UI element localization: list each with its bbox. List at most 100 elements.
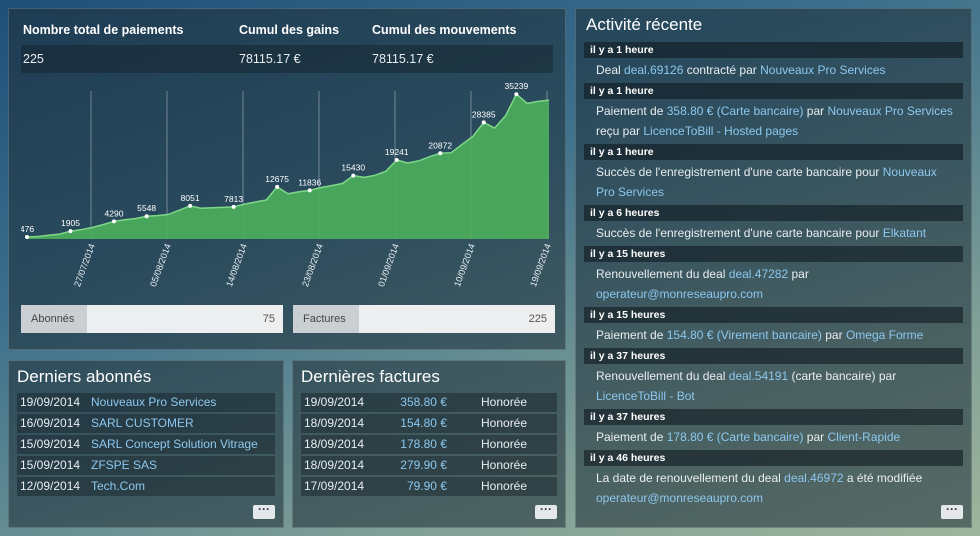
more-activity-button[interactable]: ··· (941, 503, 963, 519)
activity-link[interactable]: Nouveaux Pro Services (596, 165, 937, 199)
activity-text-fragment: Succès de l'enregistrement d'une carte b… (596, 165, 883, 179)
invoice-status: Honorée (481, 395, 528, 409)
activity-text-fragment: Paiement de (596, 328, 667, 342)
activity-link[interactable]: LicenceToBill - Hosted pages (643, 124, 799, 138)
invoice-row: 18/09/2014 154.80 € Honorée (301, 414, 557, 433)
chart-data-point (514, 92, 519, 97)
activity-text: Paiement de 358.80 € (Carte bancaire) pa… (584, 99, 963, 144)
activity-text-fragment: par (788, 267, 809, 281)
subscriber-date: 15/09/2014 (20, 458, 81, 472)
x-tick-label: 14/08/2014 (224, 242, 249, 288)
activity-link[interactable]: LicenceToBill - Bot (596, 389, 695, 403)
invoice-amount-link[interactable]: 154.80 € (400, 416, 447, 430)
subscriber-link[interactable]: SARL CUSTOMER (91, 416, 194, 430)
chart-data-label: 5548 (137, 203, 156, 213)
invoice-amount-link[interactable]: 358.80 € (400, 395, 447, 409)
payments-stats-panel: Nombre total de paiements Cumul des gain… (8, 8, 566, 350)
activity-link[interactable]: Omega Forme (845, 328, 924, 342)
activity-link[interactable]: Nouveaux Pro Services (827, 104, 953, 118)
invoice-date: 17/09/2014 (304, 479, 365, 493)
stats-header-row: Nombre total de paiements Cumul des gain… (21, 23, 553, 43)
subscriber-link[interactable]: Nouveaux Pro Services (91, 395, 217, 409)
subscribers-bar-value: 75 (87, 305, 283, 333)
chart-data-point (25, 235, 29, 240)
chart-data-label: 19241 (385, 147, 409, 157)
chart-data-point (481, 120, 486, 125)
latest-invoices-panel: Dernières factures 19/09/2014 358.80 € Hon… (292, 360, 566, 528)
more-subscribers-button[interactable]: ··· (253, 503, 275, 519)
invoice-row: 19/09/2014 358.80 € Honorée (301, 393, 557, 412)
activity-link[interactable]: Nouveaux Pro Services (760, 63, 886, 77)
subscriber-row: 15/09/2014 ZFSPE SAS (17, 456, 275, 475)
activity-text-fragment: Renouvellement du deal (596, 369, 729, 383)
activity-link[interactable]: deal.46972 (784, 471, 844, 485)
activity-text: Paiement de 154.80 € (Virement bancaire)… (584, 323, 963, 348)
chart-data-label: 4290 (105, 208, 124, 218)
chart-data-point (68, 229, 73, 234)
activity-text: La date de renouvellement du deal deal.4… (584, 466, 963, 511)
latest-subscribers-panel: Derniers abonnés 19/09/2014 Nouveaux Pro … (8, 360, 284, 528)
invoice-date: 18/09/2014 (304, 416, 365, 430)
activity-text-fragment: Renouvellement du deal (596, 267, 729, 281)
activity-text-fragment: (carte bancaire) par (788, 369, 897, 383)
chart-data-label: 1905 (61, 218, 80, 228)
chart-data-label: 12675 (265, 174, 289, 184)
activity-link[interactable]: deal.54191 (728, 369, 789, 383)
invoice-status: Honorée (481, 458, 528, 472)
x-tick-label: 05/08/2014 (148, 242, 173, 288)
invoice-date: 18/09/2014 (304, 437, 365, 451)
activity-link[interactable]: operateur@monreseaupro.com (596, 287, 763, 301)
activity-text-fragment: Deal (596, 63, 625, 77)
activity-link[interactable]: 178.80 € (Carte bancaire) (666, 430, 804, 444)
latest-invoices-list: 19/09/2014 358.80 € Honorée 18/09/2014 154.8… (301, 393, 557, 498)
chart-data-point (275, 184, 280, 189)
total-movements-value: 78115.17 € (372, 52, 434, 66)
activity-text-fragment: Succès de l'enregistrement d'une carte b… (596, 226, 883, 240)
subscriber-link[interactable]: SARL Concept Solution Vitrage (91, 437, 258, 451)
activity-link[interactable]: operateur@monreseaupro.com (596, 491, 763, 505)
subscribers-bar: Abonnés 75 (21, 305, 283, 333)
activity-text-fragment: par (821, 328, 846, 342)
chart-data-point (112, 219, 116, 224)
invoice-row: 18/09/2014 178.80 € Honorée (301, 435, 557, 454)
activity-text: Deal deal.69126 contracté par Nouveaux P… (584, 58, 963, 83)
invoice-amount-link[interactable]: 79.90 € (406, 479, 447, 493)
chart-data-label: 15430 (341, 163, 365, 173)
activity-text-fragment: Paiement de (596, 104, 667, 118)
activity-link[interactable]: 154.80 € (Virement bancaire) (666, 328, 822, 342)
activity-text-fragment: La date de renouvellement du deal (596, 471, 785, 485)
chart-data-point (144, 214, 149, 219)
total-earnings-value: 78115.17 € (239, 52, 301, 66)
activity-text: Renouvellement du deal deal.47282 par op… (584, 262, 963, 307)
chart-data-point (438, 151, 443, 156)
recent-activity-title: Activité récente (586, 15, 703, 34)
activity-time: il y a 46 heures (584, 450, 963, 466)
activity-text-fragment: contracté par (683, 63, 761, 77)
activity-time: il y a 37 heures (584, 348, 963, 364)
x-tick-label: 23/08/2014 (300, 242, 325, 288)
activity-text-fragment: a été modifiée (843, 471, 923, 485)
chart-data-label: 7813 (224, 194, 243, 204)
invoice-date: 18/09/2014 (304, 458, 365, 472)
more-invoices-button[interactable]: ··· (535, 503, 557, 519)
subscriber-link[interactable]: ZFSPE SAS (91, 458, 158, 472)
activity-link[interactable]: Elkatant (882, 226, 927, 240)
subscriber-row: 15/09/2014 SARL Concept Solution Vitrage (17, 435, 275, 454)
subscriber-row: 12/09/2014 Tech.Com (17, 477, 275, 496)
invoices-bar: Factures 225 (293, 305, 555, 333)
x-tick-label: 01/09/2014 (376, 242, 401, 288)
invoice-amount-link[interactable]: 279.90 € (400, 458, 447, 472)
invoice-amount-link[interactable]: 178.80 € (400, 437, 447, 451)
total-earnings-header: Cumul des gains (239, 23, 340, 37)
subscriber-row: 16/09/2014 SARL CUSTOMER (17, 414, 275, 433)
latest-subscribers-title: Derniers abonnés (17, 367, 152, 386)
activity-link[interactable]: deal.69126 (624, 63, 684, 77)
activity-link[interactable]: deal.47282 (728, 267, 789, 281)
subscriber-link[interactable]: Tech.Com (91, 479, 146, 493)
activity-time: il y a 6 heures (584, 205, 963, 221)
activity-link[interactable]: Client-Rapide (827, 430, 901, 444)
activity-link[interactable]: 358.80 € (Carte bancaire) (666, 104, 804, 118)
x-tick-label: 10/09/2014 (452, 242, 477, 288)
chart-data-label: 20872 (428, 140, 452, 150)
subscriber-row: 19/09/2014 Nouveaux Pro Services (17, 393, 275, 412)
